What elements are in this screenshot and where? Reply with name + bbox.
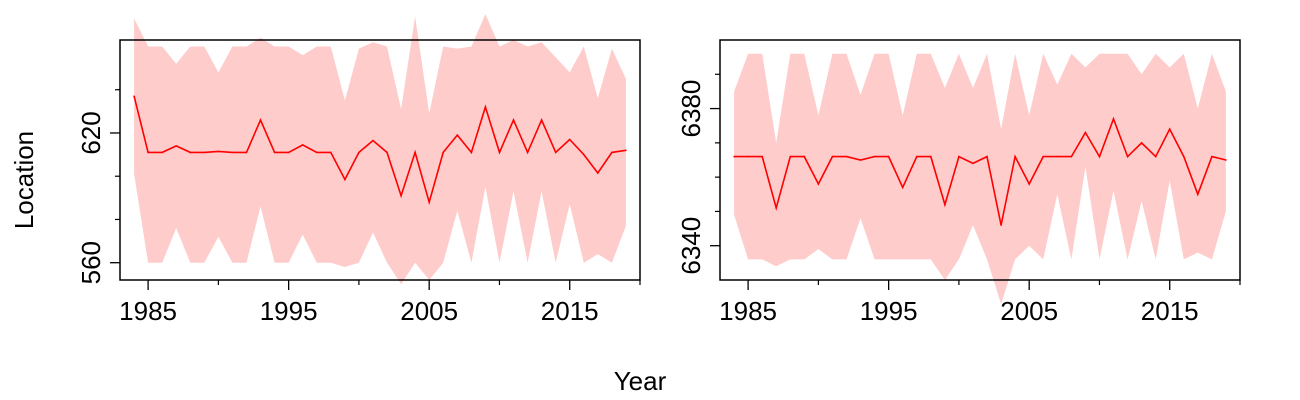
data-point (597, 172, 599, 174)
data-point (859, 159, 862, 161)
data-point (986, 155, 988, 158)
data-point (484, 106, 487, 108)
data-point (625, 149, 627, 152)
estimate-line (133, 96, 627, 206)
data-point (611, 151, 613, 154)
data-point (1211, 155, 1213, 158)
data-point (1140, 142, 1143, 144)
data-point (161, 151, 163, 154)
data-point (775, 207, 777, 209)
data-point (803, 155, 806, 158)
confidence-band (734, 53, 1226, 305)
x-tick-label: 1985 (119, 296, 177, 326)
x-axis-label: Year (614, 366, 667, 396)
x-tick-label: 1985 (719, 296, 777, 326)
y-axis-label: Location (9, 131, 39, 229)
data-point (944, 203, 946, 206)
data-point (316, 151, 318, 154)
data-point (583, 153, 585, 156)
data-point (428, 201, 431, 203)
data-point (133, 95, 135, 97)
right-panel: 1985 1995 2005 2015 6340 6380 (676, 39, 1241, 326)
data-point (287, 151, 290, 154)
data-point (330, 151, 332, 154)
y-tick-label: 560 (76, 241, 106, 284)
data-point (1000, 224, 1002, 226)
data-point (733, 155, 735, 158)
data-point (470, 151, 473, 154)
confidence-band (134, 14, 626, 285)
data-point (1225, 159, 1227, 161)
data-point (540, 119, 543, 121)
data-point (203, 151, 206, 154)
data-point (386, 151, 388, 154)
data-point (259, 119, 262, 121)
data-point (972, 162, 974, 165)
data-point (344, 178, 346, 181)
data-point (358, 151, 360, 154)
data-point (554, 151, 557, 154)
data-point (231, 151, 234, 154)
data-point (845, 155, 848, 158)
y-tick-label: 620 (76, 111, 106, 154)
plot-frame (119, 39, 641, 281)
data-point (245, 151, 248, 154)
data-point (414, 151, 416, 154)
data-point (301, 144, 304, 146)
y-tick-label: 6340 (676, 217, 706, 275)
data-point (887, 155, 890, 158)
data-point (1154, 155, 1157, 158)
data-point (189, 151, 192, 154)
x-tick-label: 2005 (400, 296, 458, 326)
y-tick-label: 6380 (676, 80, 706, 138)
data-point (817, 183, 820, 185)
estimate-line (734, 116, 1227, 226)
data-point (916, 155, 918, 158)
x-tick-label: 2005 (1000, 296, 1058, 326)
data-point (747, 155, 749, 158)
data-point (1028, 183, 1030, 185)
data-point (1098, 155, 1101, 158)
data-point (873, 155, 876, 158)
data-point (901, 186, 904, 189)
x-tick-label: 2015 (541, 296, 599, 326)
data-point (789, 155, 792, 158)
data-point (1197, 193, 1199, 196)
data-point (1168, 128, 1171, 130)
data-point (1112, 118, 1115, 120)
data-point (1126, 155, 1129, 158)
data-point (498, 151, 501, 154)
x-tick-label: 1995 (260, 296, 318, 326)
data-point (217, 150, 220, 153)
data-point (1070, 155, 1073, 158)
data-point (456, 134, 459, 136)
data-point (372, 139, 374, 142)
data-point (512, 119, 515, 121)
x-tick-label: 1995 (860, 296, 918, 326)
x-tick-label: 2015 (1141, 296, 1199, 326)
data-point (1056, 155, 1059, 158)
left-panel: 1985 1995 2005 2015 560 620 (76, 14, 641, 326)
data-point (400, 194, 402, 197)
data-point (1042, 155, 1044, 158)
data-point (930, 155, 932, 158)
data-point (1014, 155, 1016, 158)
data-point (526, 151, 529, 154)
data-point (831, 155, 834, 158)
data-point (442, 151, 445, 154)
data-point (147, 151, 149, 154)
data-point (568, 138, 571, 141)
data-point (1084, 131, 1087, 134)
data-point (761, 155, 763, 158)
data-point (958, 155, 960, 158)
data-point (1183, 155, 1185, 158)
data-point (175, 145, 177, 147)
plot-frame (719, 39, 1241, 281)
data-point (273, 151, 276, 154)
